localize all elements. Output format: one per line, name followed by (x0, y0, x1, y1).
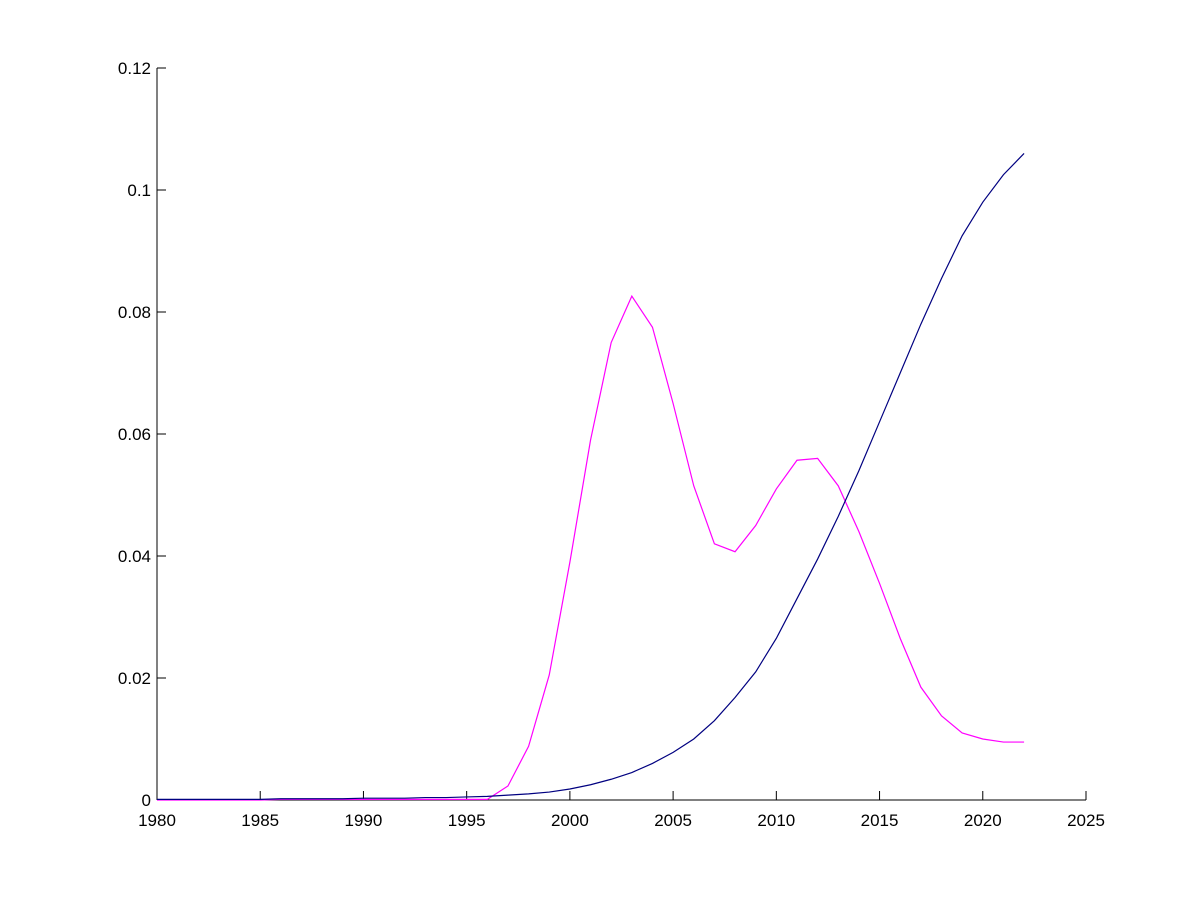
y-tick-label: 0.1 (127, 181, 151, 200)
line-series (157, 294, 1025, 801)
x-tick-label: 1990 (345, 811, 383, 830)
y-tick-label: 0.08 (118, 303, 151, 322)
x-tick-label: 1980 (138, 811, 176, 830)
y-tick-label: 0.04 (118, 547, 151, 566)
x-tick-label: 2025 (1067, 811, 1105, 830)
y-tick-label: 0.06 (118, 425, 151, 444)
line-series (157, 152, 1025, 800)
x-tick-label: 1995 (448, 811, 486, 830)
y-tick-label: 0.02 (118, 669, 151, 688)
x-tick-label: 2020 (964, 811, 1002, 830)
x-tick-label: 2005 (654, 811, 692, 830)
y-tick-label: 0 (142, 791, 151, 810)
x-tick-label: 2015 (861, 811, 899, 830)
x-tick-label: 2010 (757, 811, 795, 830)
x-tick-label: 1985 (241, 811, 279, 830)
y-tick-label: 0.12 (118, 59, 151, 78)
x-tick-label: 2000 (551, 811, 589, 830)
